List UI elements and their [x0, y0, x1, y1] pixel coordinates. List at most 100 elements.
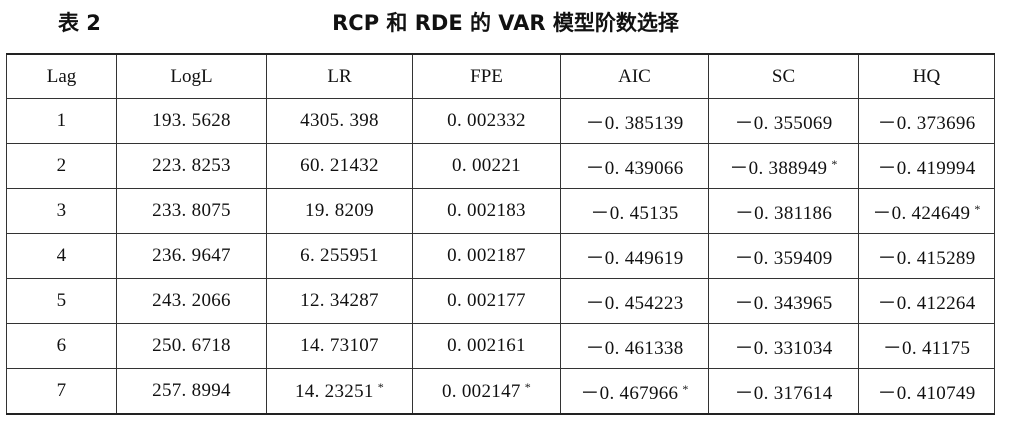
cell-hq: －0. 424649 *: [858, 188, 995, 234]
cell-lr: 4305. 398: [266, 98, 413, 144]
cell-value: 223. 8253: [152, 155, 231, 176]
cell-aic: －0. 467966 *: [560, 368, 709, 415]
cell-sc: －0. 388949 *: [708, 143, 859, 189]
cell-value: 4305. 398: [300, 110, 379, 131]
cell-hq: －0. 412264: [858, 278, 995, 324]
significance-mark: *: [524, 379, 531, 394]
cell-lag: 1: [6, 98, 117, 144]
table-row: 1 193. 5628 4305. 398 0. 002332 －0. 385139 －0…: [6, 98, 995, 144]
cell-value: 12. 34287: [300, 290, 379, 311]
cell-logl: 257. 8994: [116, 368, 267, 415]
cell-value: 236. 9647: [152, 245, 231, 266]
cell-value: －0. 439066: [585, 157, 684, 179]
cell-logl: 223. 8253: [116, 143, 267, 189]
cell-value: －0. 424649: [872, 202, 971, 224]
cell-sc: －0. 381186: [708, 188, 859, 234]
cell-value: 243. 2066: [152, 290, 231, 311]
cell-value: －0. 355069: [734, 112, 833, 134]
significance-mark: *: [831, 156, 838, 171]
cell-value: －0. 317614: [734, 382, 833, 404]
column-header-fpe: FPE: [412, 53, 561, 99]
cell-lag: 3: [6, 188, 117, 234]
cell-hq: －0. 41175: [858, 323, 995, 369]
cell-hq: －0. 373696: [858, 98, 995, 144]
column-header-aic: AIC: [560, 53, 709, 99]
cell-value: －0. 419994: [877, 157, 976, 179]
cell-logl: 243. 2066: [116, 278, 267, 324]
table-row: 6 250. 6718 14. 73107 0. 002161 －0. 461338 －0…: [6, 323, 995, 369]
cell-value: 60. 21432: [300, 155, 379, 176]
cell-value: 3: [56, 200, 67, 221]
cell-value: －0. 373696: [877, 112, 976, 134]
cell-value: －0. 388949: [729, 157, 828, 179]
cell-sc: －0. 355069: [708, 98, 859, 144]
cell-value: 0. 002161: [447, 335, 526, 356]
cell-value: －0. 331034: [734, 337, 833, 359]
cell-value: 6: [56, 335, 67, 356]
cell-value: －0. 359409: [734, 247, 833, 269]
cell-lr: 6. 255951: [266, 233, 413, 279]
cell-value: 2: [56, 155, 67, 176]
cell-fpe: 0. 002147 *: [412, 368, 561, 415]
cell-value: 193. 5628: [152, 110, 231, 131]
cell-aic: －0. 449619: [560, 233, 709, 279]
cell-aic: －0. 454223: [560, 278, 709, 324]
cell-lr: 14. 73107: [266, 323, 413, 369]
cell-value: 0. 002183: [447, 200, 526, 221]
cell-logl: 236. 9647: [116, 233, 267, 279]
cell-value: 0. 002332: [447, 110, 526, 131]
cell-value: 250. 6718: [152, 335, 231, 356]
cell-value: 7: [56, 380, 67, 401]
table-number: 表 2: [58, 11, 101, 35]
cell-value: －0. 449619: [585, 247, 684, 269]
cell-value: －0. 461338: [585, 337, 684, 359]
cell-value: 1: [56, 110, 67, 131]
cell-value: 19. 8209: [305, 200, 374, 221]
cell-value: －0. 381186: [734, 202, 833, 224]
cell-value: －0. 343965: [734, 292, 833, 314]
cell-value: 0. 002177: [447, 290, 526, 311]
column-header-lag: Lag: [6, 53, 117, 99]
cell-fpe: 0. 002183: [412, 188, 561, 234]
cell-value: 0. 00221: [452, 155, 521, 176]
cell-value: －0. 45135: [590, 202, 679, 224]
table-caption: 表 2 RCP 和 RDE 的 VAR 模型阶数选择: [0, 0, 1011, 44]
cell-lr: 12. 34287: [266, 278, 413, 324]
cell-sc: －0. 343965: [708, 278, 859, 324]
table-row: 4 236. 9647 6. 255951 0. 002187 －0. 449619 －0…: [6, 233, 995, 279]
cell-value: －0. 410749: [877, 382, 976, 404]
cell-value: －0. 412264: [877, 292, 976, 314]
cell-aic: －0. 439066: [560, 143, 709, 189]
cell-value: 233. 8075: [152, 200, 231, 221]
table-row: 5 243. 2066 12. 34287 0. 002177 －0. 454223 －0…: [6, 278, 995, 324]
cell-value: －0. 41175: [882, 337, 971, 359]
column-header-logl: LogL: [116, 53, 267, 99]
cell-value: 257. 8994: [152, 380, 231, 401]
table-title: RCP 和 RDE 的 VAR 模型阶数选择: [332, 11, 679, 35]
cell-fpe: 0. 00221: [412, 143, 561, 189]
cell-fpe: 0. 002161: [412, 323, 561, 369]
cell-logl: 193. 5628: [116, 98, 267, 144]
cell-lag: 4: [6, 233, 117, 279]
significance-mark: *: [682, 381, 689, 396]
significance-mark: *: [377, 379, 384, 394]
cell-value: 14. 73107: [300, 335, 379, 356]
var-lag-selection-table: Lag LogL LR FPE AIC SC HQ 1 193. 5628 4305…: [6, 53, 995, 415]
table-row: 2 223. 8253 60. 21432 0. 00221 －0. 439066 －0.…: [6, 143, 995, 189]
cell-sc: －0. 317614: [708, 368, 859, 415]
cell-logl: 233. 8075: [116, 188, 267, 234]
cell-value: 14. 23251: [294, 380, 374, 402]
column-header-hq: HQ: [858, 53, 995, 99]
cell-value: －0. 454223: [585, 292, 684, 314]
cell-value: 0. 002187: [447, 245, 526, 266]
cell-lr: 60. 21432: [266, 143, 413, 189]
cell-lag: 5: [6, 278, 117, 324]
cell-lag: 7: [6, 368, 117, 415]
cell-lr: 19. 8209: [266, 188, 413, 234]
cell-value: 0. 002147: [441, 380, 521, 402]
cell-aic: －0. 461338: [560, 323, 709, 369]
cell-fpe: 0. 002187: [412, 233, 561, 279]
table-row: 7 257. 8994 14. 23251 * 0. 002147 * －0. 467966…: [6, 368, 995, 415]
cell-value: 5: [56, 290, 67, 311]
cell-lr: 14. 23251 *: [266, 368, 413, 415]
